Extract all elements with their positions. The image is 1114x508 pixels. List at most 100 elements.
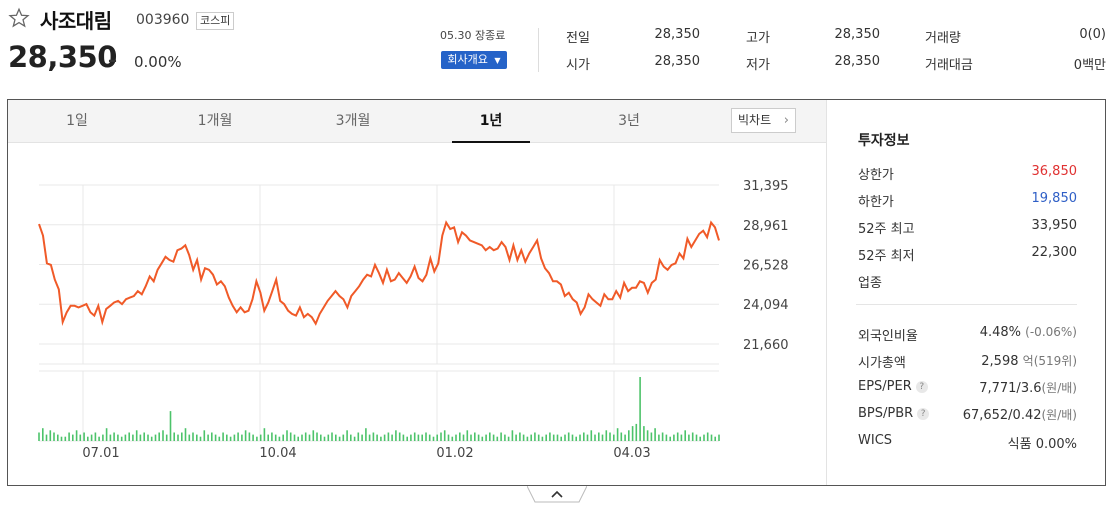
- collapse-handle[interactable]: [527, 486, 587, 504]
- volume-bar: [218, 436, 221, 441]
- volume-bar: [552, 434, 555, 441]
- help-icon[interactable]: ?: [915, 381, 928, 393]
- volume-bar: [87, 436, 89, 441]
- volume-bar: [102, 434, 104, 441]
- volume-bar: [643, 426, 645, 441]
- tab-1month[interactable]: 1개월: [197, 113, 233, 129]
- volume-bar: [406, 436, 408, 441]
- volume-bar: [391, 434, 393, 441]
- change-percent: 0.00%: [134, 53, 182, 71]
- high52-label: 52주 최고: [858, 222, 915, 237]
- volume-bar: [60, 436, 63, 441]
- volume-bar: [436, 434, 438, 441]
- y-tick-label: 28,961: [743, 219, 789, 234]
- price-line: [38, 220, 720, 327]
- low52-value: 22,300: [1031, 245, 1078, 260]
- volume-bar: [312, 430, 315, 441]
- volume-bar: [526, 436, 529, 441]
- volume-bar: [304, 432, 307, 441]
- volume-bar: [181, 432, 183, 441]
- volume-bar: [635, 423, 638, 441]
- volume-bar: [443, 430, 446, 441]
- volume-bar: [496, 436, 499, 441]
- tab-1day[interactable]: 1일: [66, 113, 88, 129]
- y-tick-label: 26,528: [743, 258, 789, 273]
- volume-bar: [214, 434, 217, 441]
- volume-bar: [447, 434, 450, 441]
- bps-pbr-label: BPS/PBR: [858, 406, 914, 421]
- x-tick-label: 01.02: [436, 446, 473, 461]
- volume-bar: [410, 434, 412, 441]
- volume-bar: [188, 434, 191, 441]
- volume-bar: [132, 434, 134, 441]
- volume-bar: [421, 434, 423, 441]
- volume-bar: [120, 436, 123, 441]
- volume-bar: [372, 432, 375, 441]
- tab-1year[interactable]: 1년: [479, 113, 503, 129]
- volume-bar: [282, 434, 284, 441]
- quote-value-high: 28,350: [834, 27, 881, 42]
- market-cap: 2,598 억(519위): [930, 352, 1077, 369]
- upper-limit-value: 36,850: [1031, 164, 1078, 179]
- bps-pbr-value: 67,652/0.42: [962, 408, 1042, 423]
- quote-label-low: 저가: [746, 58, 770, 73]
- volume-bar: [244, 430, 247, 441]
- volume-bar: [646, 430, 649, 441]
- price-chart: 31,395 28,961 26,528 24,094 21,660 07.01 10.0…: [38, 179, 789, 461]
- volume-bar: [327, 434, 330, 441]
- quote-label-trade-value: 거래대금: [925, 58, 973, 73]
- volume-bar: [109, 434, 112, 441]
- volume-bar: [492, 434, 495, 441]
- volume-bar: [605, 430, 608, 441]
- side-divider: [826, 100, 827, 485]
- volume-bar: [376, 434, 378, 441]
- volume-bar: [684, 430, 686, 441]
- volume-bar: [94, 432, 97, 441]
- volume-bar: [718, 434, 720, 441]
- volume-bar: [485, 434, 487, 441]
- header-divider: [538, 28, 539, 72]
- volume-bar: [676, 432, 679, 441]
- quote-value-open: 28,350: [654, 54, 701, 69]
- company-overview-button[interactable]: 회사개요 ▼: [441, 51, 507, 69]
- volume-bar: [425, 432, 427, 441]
- volume-bar: [380, 436, 382, 441]
- volume-bar: [519, 432, 521, 441]
- help-icon[interactable]: ?: [917, 408, 930, 420]
- volume-bar: [395, 430, 397, 441]
- bps-pbr-label-row: BPS/PBR?: [858, 406, 930, 421]
- volume-bar: [113, 432, 115, 441]
- volume-bar: [177, 434, 179, 441]
- volume-bar: [53, 432, 55, 441]
- volume-bar: [316, 432, 318, 441]
- quote-value-volume: 0(0): [1079, 27, 1106, 42]
- volume-bar: [466, 430, 469, 441]
- wics-sector[interactable]: 식품: [1007, 437, 1032, 452]
- tab-3month[interactable]: 3개월: [335, 113, 371, 129]
- volume-bar: [530, 434, 532, 441]
- volume-bar: [383, 434, 386, 441]
- favorite-star-icon[interactable]: [8, 7, 30, 29]
- volume-bar: [699, 436, 701, 441]
- volume-bar: [504, 434, 506, 441]
- volume-bar: [135, 430, 138, 441]
- volume-bar: [398, 432, 401, 441]
- volume-bar: [598, 432, 600, 441]
- volume-bar: [477, 434, 480, 441]
- volume-bar: [68, 432, 70, 441]
- volume-bar: [274, 434, 277, 441]
- upper-limit-label: 상한가: [858, 168, 894, 183]
- volume-bar: [417, 434, 420, 441]
- quote-value-prev-close: 28,350: [654, 27, 701, 42]
- market-cap-label: 시가총액: [858, 356, 906, 371]
- industry-label: 업종: [858, 276, 882, 291]
- wics-label: WICS: [858, 433, 893, 448]
- volume-bar: [451, 436, 454, 441]
- foreign-ratio-label: 외국인비율: [858, 329, 918, 344]
- big-chart-label: 빅차트: [738, 113, 772, 127]
- big-chart-button[interactable]: 빅차트 ›: [731, 108, 796, 133]
- tab-3year[interactable]: 3년: [618, 113, 640, 129]
- change-sign: –: [108, 50, 117, 71]
- volume-bar: [489, 432, 491, 441]
- volume-bar: [571, 434, 574, 441]
